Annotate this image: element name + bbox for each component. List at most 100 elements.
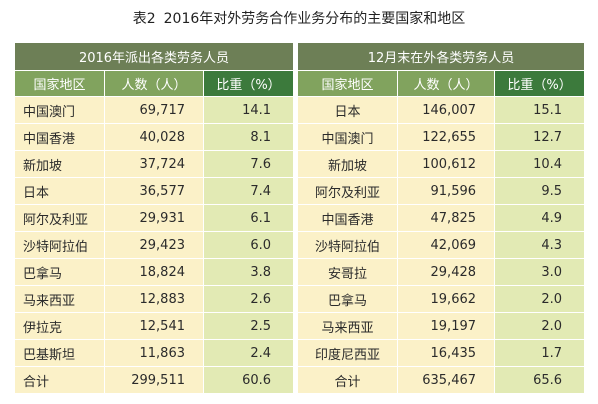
table-row: 巴基斯坦 11,863 2.4 印度尼西亚 16,435 1.7 xyxy=(14,339,586,367)
row-separator xyxy=(293,339,298,367)
table-row: 日本 36,577 7.4 阿尔及利亚 91,596 9.5 xyxy=(14,177,586,205)
left-country: 马来西亚 xyxy=(14,285,105,313)
left-share: 7.6 xyxy=(202,150,295,178)
right-col-share: 比重（%） xyxy=(494,70,586,97)
right-total-label: 合计 xyxy=(297,366,399,394)
row-separator xyxy=(293,204,298,232)
right-count: 42,069 xyxy=(397,231,496,259)
right-total-share: 65.6 xyxy=(494,366,586,394)
right-country: 中国澳门 xyxy=(297,123,399,151)
table-row: 中国澳门 69,717 14.1 日本 146,007 15.1 xyxy=(14,96,586,124)
table-row: 马来西亚 12,883 2.6 巴拿马 19,662 2.0 xyxy=(14,285,586,313)
right-share: 2.0 xyxy=(494,285,586,313)
right-count: 19,197 xyxy=(397,312,496,340)
left-share: 2.6 xyxy=(202,285,295,313)
left-count: 36,577 xyxy=(104,177,204,205)
right-share: 4.3 xyxy=(494,231,586,259)
left-count: 11,863 xyxy=(104,339,204,367)
left-country: 阿尔及利亚 xyxy=(14,204,105,232)
table-row: 阿尔及利亚 29,931 6.1 中国香港 47,825 4.9 xyxy=(14,204,586,232)
right-country: 新加坡 xyxy=(297,150,399,178)
group-separator xyxy=(293,42,298,71)
left-col-country: 国家地区 xyxy=(14,70,105,97)
right-count: 122,655 xyxy=(397,123,496,151)
table-row: 伊拉克 12,541 2.5 马来西亚 19,197 2.0 xyxy=(14,312,586,340)
right-country: 中国香港 xyxy=(297,204,399,232)
right-count: 47,825 xyxy=(397,204,496,232)
left-share: 3.8 xyxy=(202,258,295,286)
right-total-count: 635,467 xyxy=(397,366,496,394)
right-share: 3.0 xyxy=(494,258,586,286)
left-country: 日本 xyxy=(14,177,105,205)
left-count: 37,724 xyxy=(104,150,204,178)
left-share: 6.0 xyxy=(202,231,295,259)
right-group-header: 12月末在外各类劳务人员 xyxy=(297,42,586,71)
left-total-count: 299,511 xyxy=(104,366,204,394)
right-share: 4.9 xyxy=(494,204,586,232)
right-country: 巴拿马 xyxy=(297,285,399,313)
group-header-row: 2016年派出各类劳务人员 12月末在外各类劳务人员 xyxy=(13,42,586,71)
left-share: 2.5 xyxy=(202,312,295,340)
table-row: 中国香港 40,028 8.1 中国澳门 122,655 12.7 xyxy=(14,123,586,151)
right-count: 16,435 xyxy=(397,339,496,367)
right-share: 12.7 xyxy=(494,123,586,151)
left-country: 伊拉克 xyxy=(14,312,105,340)
right-share: 9.5 xyxy=(494,177,586,205)
header-separator xyxy=(293,70,298,97)
left-group-header: 2016年派出各类劳务人员 xyxy=(13,42,295,71)
left-country: 中国澳门 xyxy=(14,96,105,124)
column-header-row: 国家地区 人数（人） 比重（%） 国家地区 人数（人） 比重（%） xyxy=(14,70,586,97)
left-country: 沙特阿拉伯 xyxy=(14,231,105,259)
right-count: 100,612 xyxy=(397,150,496,178)
right-country: 安哥拉 xyxy=(297,258,399,286)
row-separator xyxy=(293,231,298,259)
row-separator xyxy=(293,285,298,313)
right-share: 10.4 xyxy=(494,150,586,178)
left-share: 7.4 xyxy=(202,177,295,205)
row-separator xyxy=(293,150,298,178)
right-col-count: 人数（人） xyxy=(397,70,496,97)
left-share: 8.1 xyxy=(202,123,295,151)
left-share: 2.4 xyxy=(202,339,295,367)
right-country: 印度尼西亚 xyxy=(297,339,399,367)
row-separator xyxy=(293,177,298,205)
left-count: 29,423 xyxy=(104,231,204,259)
table-title: 表2 2016年对外劳务合作业务分布的主要国家和地区 xyxy=(0,8,598,28)
right-col-country: 国家地区 xyxy=(297,70,399,97)
row-separator xyxy=(293,258,298,286)
right-share: 2.0 xyxy=(494,312,586,340)
left-total-share: 60.6 xyxy=(202,366,295,394)
right-count: 146,007 xyxy=(397,96,496,124)
right-count: 29,428 xyxy=(397,258,496,286)
row-separator xyxy=(293,123,298,151)
left-count: 29,931 xyxy=(104,204,204,232)
right-count: 91,596 xyxy=(397,177,496,205)
right-country: 日本 xyxy=(297,96,399,124)
left-count: 69,717 xyxy=(104,96,204,124)
total-row: 合计 299,511 60.6 合计 635,467 65.6 xyxy=(14,366,586,394)
left-country: 巴基斯坦 xyxy=(14,339,105,367)
left-country: 新加坡 xyxy=(14,150,105,178)
right-country: 阿尔及利亚 xyxy=(297,177,399,205)
right-share: 1.7 xyxy=(494,339,586,367)
right-country: 沙特阿拉伯 xyxy=(297,231,399,259)
right-share: 15.1 xyxy=(494,96,586,124)
table-number: 表2 xyxy=(132,11,156,27)
left-country: 巴拿马 xyxy=(14,258,105,286)
row-separator xyxy=(293,366,298,394)
left-share: 14.1 xyxy=(202,96,295,124)
left-share: 6.1 xyxy=(202,204,295,232)
row-separator xyxy=(293,312,298,340)
table-row: 新加坡 37,724 7.6 新加坡 100,612 10.4 xyxy=(14,150,586,178)
labor-distribution-table: 2016年派出各类劳务人员 12月末在外各类劳务人员 国家地区 人数（人） 比重… xyxy=(13,42,586,394)
left-count: 18,824 xyxy=(104,258,204,286)
table-caption: 2016年对外劳务合作业务分布的主要国家和地区 xyxy=(163,11,466,27)
left-count: 40,028 xyxy=(104,123,204,151)
left-count: 12,541 xyxy=(104,312,204,340)
right-country: 马来西亚 xyxy=(297,312,399,340)
right-count: 19,662 xyxy=(397,285,496,313)
table-row: 巴拿马 18,824 3.8 安哥拉 29,428 3.0 xyxy=(14,258,586,286)
left-col-share: 比重（%） xyxy=(202,70,295,97)
left-country: 中国香港 xyxy=(14,123,105,151)
left-col-count: 人数（人） xyxy=(104,70,204,97)
